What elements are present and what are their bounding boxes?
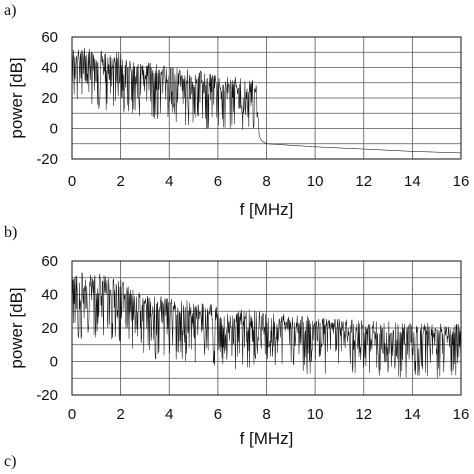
x-tick-label: 8: [262, 173, 270, 190]
x-tick-label: 10: [307, 173, 324, 190]
x-tick-label: 12: [355, 406, 372, 423]
x-tick-label: 8: [262, 406, 270, 423]
panel-tag-a: a): [4, 2, 16, 19]
x-tick-label: 4: [165, 173, 173, 190]
panel-tag-c: c): [4, 453, 16, 470]
x-tick-label: 0: [68, 173, 76, 190]
x-tick-label: 14: [404, 173, 421, 190]
spectrum-trace: [71, 47, 462, 154]
x-tick-label: 16: [453, 406, 470, 423]
y-tick-label: 20: [41, 320, 58, 337]
panel-tag-b: b): [4, 224, 17, 241]
chart-panel-a: 60 40 20 0 -20 0 2 4 6 8 10 12 14 16 f [MHz] power [dB]: [7, 29, 469, 219]
y-tick-label: 40: [41, 60, 58, 77]
spectrum-trace: [71, 272, 462, 379]
x-tick-label: 6: [214, 173, 222, 190]
x-tick-label: 6: [214, 406, 222, 423]
y-tick-label: -20: [36, 151, 58, 168]
y-axis-label: power [dB]: [7, 57, 26, 138]
x-tick-label: 0: [68, 406, 76, 423]
y-tick-label: -20: [36, 387, 58, 404]
y-tick-label: 60: [41, 253, 58, 270]
y-tick-label: 0: [50, 354, 58, 371]
x-axis-label: f [MHz]: [240, 429, 294, 448]
x-tick-label: 4: [165, 406, 173, 423]
y-tick-label: 40: [41, 287, 58, 304]
y-tick-label: 20: [41, 90, 58, 107]
x-tick-label: 10: [307, 406, 324, 423]
chart-panel-b: 60 40 20 0 -20 0 2 4 6 8 10 12 14 16 f [MHz] power [dB]: [7, 253, 469, 448]
y-tick-label: 0: [50, 121, 58, 138]
x-tick-label: 2: [116, 406, 124, 423]
plot-frame: [71, 260, 462, 396]
x-tick-label: 12: [355, 173, 372, 190]
x-tick-label: 2: [116, 173, 124, 190]
x-axis-label: f [MHz]: [240, 200, 294, 219]
plot-frame: [71, 36, 462, 160]
x-tick-label: 14: [404, 406, 421, 423]
y-tick-label: 60: [41, 29, 58, 46]
y-axis-label: power [dB]: [7, 287, 26, 368]
x-tick-label: 16: [453, 173, 470, 190]
